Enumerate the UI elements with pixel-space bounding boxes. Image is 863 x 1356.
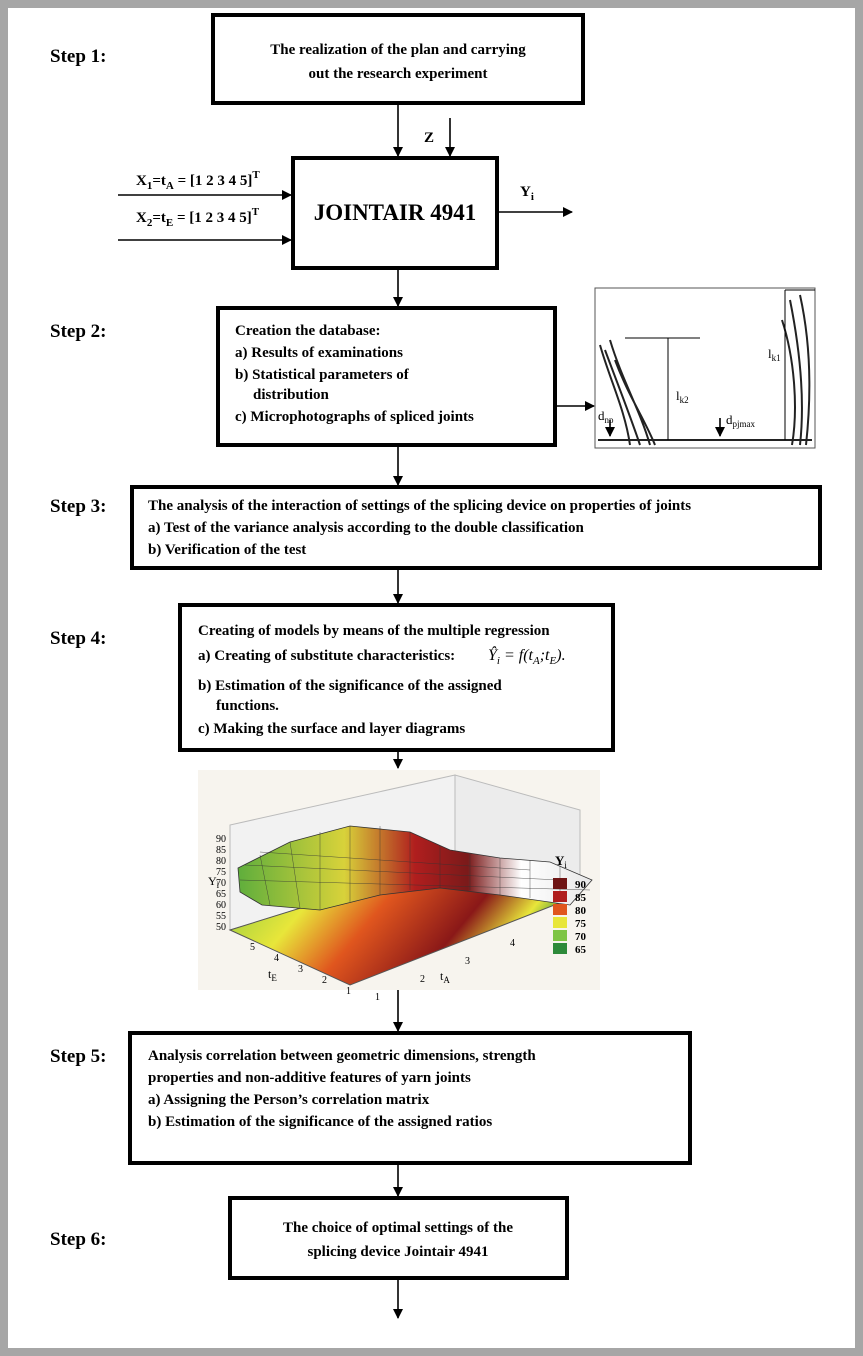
step-text: a) Creating of substitute characteristic…: [198, 648, 455, 664]
step-label: Step 1:: [50, 46, 106, 67]
step-text: b) Estimation of the significance of the…: [198, 678, 502, 694]
y-tick-label: 2: [322, 975, 327, 986]
step-text: a) Results of examinations: [235, 345, 403, 361]
legend-label: 90: [575, 879, 587, 891]
step-text: c) Microphotographs of spliced joints: [235, 409, 474, 425]
step-text: distribution: [253, 387, 330, 403]
step-text: splicing device Jointair 4941: [308, 1244, 489, 1260]
legend-label: 80: [575, 905, 587, 917]
y-tick-label: 3: [298, 964, 303, 975]
z-tick-label: 50: [216, 922, 226, 933]
x-tick-label: 4: [510, 938, 515, 949]
step-label: Step 5:: [50, 1046, 106, 1067]
step-label: Step 2:: [50, 321, 106, 342]
z-tick-label: 85: [216, 845, 226, 856]
step-text: Creating of models by means of the multi…: [198, 623, 550, 639]
step-text: b) Estimation of the significance of the…: [148, 1114, 492, 1130]
input-label: X1=tA = [1 2 3 4 5]T: [136, 169, 260, 192]
x-tick-label: 1: [375, 992, 380, 1003]
step-box: [213, 15, 583, 103]
legend-swatch: [553, 891, 567, 902]
z-tick-label: 80: [216, 856, 226, 867]
step-text: Analysis correlation between geometric d…: [148, 1048, 536, 1064]
legend-swatch: [553, 904, 567, 915]
step-text: The choice of optimal settings of the: [283, 1220, 513, 1236]
device-name: JOINTAIR 4941: [314, 200, 477, 225]
disturbance: Z: [424, 130, 434, 146]
input-label: X2=tE = [1 2 3 4 5]T: [136, 206, 260, 229]
x-tick-label: 3: [465, 956, 470, 967]
step-text: properties and non-additive features of …: [148, 1070, 471, 1086]
step-box: [230, 1198, 567, 1278]
y-tick-label: 4: [274, 953, 279, 964]
legend-swatch: [553, 917, 567, 928]
step-text: Creation the database:: [235, 323, 381, 339]
y-tick-label: 1: [346, 986, 351, 997]
legend-swatch: [553, 943, 567, 954]
y-tick-label: 5: [250, 942, 255, 953]
z-tick-label: 65: [216, 889, 226, 900]
legend-label: 65: [575, 944, 587, 956]
diagram: Step 1: Step 2: Step 3: Step 4: Step 5: …: [0, 0, 863, 1356]
x-tick-label: 2: [420, 974, 425, 985]
step-text: a) Assigning the Person’s correlation ma…: [148, 1092, 430, 1108]
z-tick-label: 75: [216, 867, 226, 878]
z-tick-label: 90: [216, 834, 226, 845]
z-tick-label: 60: [216, 900, 226, 911]
legend-swatch: [553, 930, 567, 941]
z-tick-label: 55: [216, 911, 226, 922]
step-text: b) Statistical parameters of: [235, 367, 410, 383]
z-tick-label: 70: [216, 878, 226, 889]
step-text: a) Test of the variance analysis accordi…: [148, 520, 584, 536]
step-text: b) Verification of the test: [148, 542, 306, 558]
micrograph: [595, 288, 815, 448]
step-label: Step 3:: [50, 496, 106, 517]
step-text: The realization of the plan and carrying: [270, 42, 526, 58]
step-text: functions.: [216, 698, 279, 714]
legend-swatch: [553, 878, 567, 889]
legend-label: 70: [575, 931, 587, 943]
step-text: The analysis of the interaction of setti…: [148, 498, 691, 514]
step-label: Step 4:: [50, 628, 106, 649]
step-text: c) Making the surface and layer diagrams: [198, 721, 465, 737]
legend-label: 85: [575, 892, 587, 904]
surface-chart: [198, 770, 600, 990]
step-label: Step 6:: [50, 1229, 106, 1250]
step-text: out the research experiment: [309, 66, 488, 82]
legend-label: 75: [575, 918, 587, 930]
